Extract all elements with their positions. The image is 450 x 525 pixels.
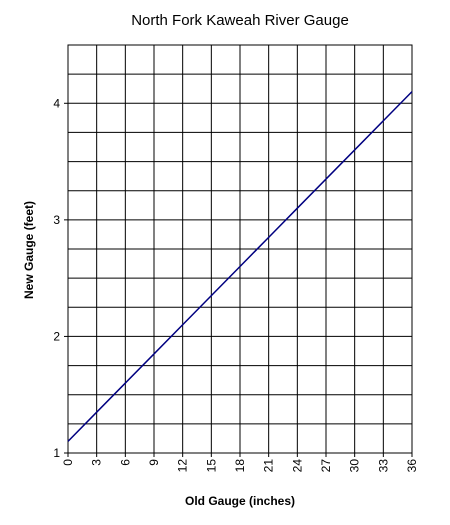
y-tick-label: 4 [53, 96, 60, 110]
x-tick-label: 27 [319, 459, 333, 473]
y-axis-label: New Gauge (feet) [22, 201, 36, 299]
data-line [67, 91, 413, 442]
x-tick-label: 24 [290, 459, 304, 473]
x-tick-label: 9 [147, 459, 161, 466]
x-tick-label: 18 [233, 459, 247, 473]
x-tick-label: 15 [204, 459, 218, 473]
y-tick-label: 2 [53, 329, 60, 343]
x-tick-label: 6 [118, 459, 132, 466]
x-tick-label: 0 [61, 459, 75, 466]
x-tick-label: 33 [376, 459, 390, 473]
y-tick-label: 3 [53, 213, 60, 227]
y-tick-label: 1 [53, 446, 60, 460]
x-tick-label: 12 [176, 459, 190, 473]
x-tick-label: 21 [262, 459, 276, 473]
chart-title: North Fork Kaweah River Gauge [131, 12, 349, 29]
x-tick-label: 3 [90, 459, 104, 466]
x-axis-label: Old Gauge (inches) [185, 494, 295, 508]
x-tick-label: 36 [405, 459, 419, 473]
x-tick-label: 30 [348, 459, 362, 473]
